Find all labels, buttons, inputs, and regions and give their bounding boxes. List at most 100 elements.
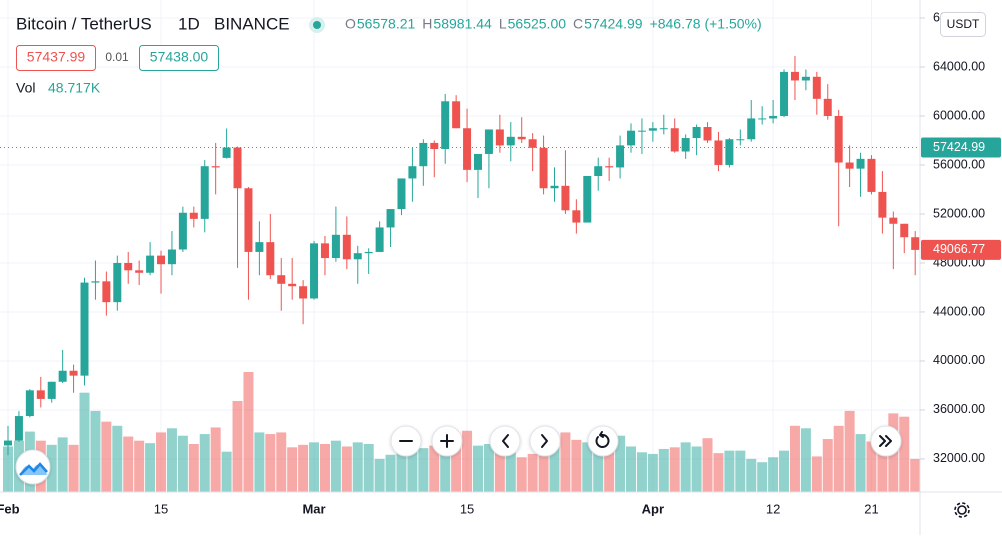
candle-body [911, 237, 920, 250]
volume-bar [177, 435, 188, 492]
candle-body [430, 142, 439, 150]
volume-bar [429, 445, 440, 492]
candle-body [889, 217, 898, 224]
volume-bar [483, 444, 494, 492]
reset-button[interactable] [587, 425, 619, 457]
settings-icon[interactable] [954, 502, 970, 518]
y-tick-label: 44000.00 [933, 304, 985, 318]
currency-badge[interactable] [940, 12, 986, 37]
volume-bar [713, 453, 724, 492]
volume-bar [560, 432, 571, 492]
volume-bar [516, 457, 527, 492]
volume-bar [123, 436, 134, 492]
sell-price[interactable]: 57437.99 [27, 49, 86, 65]
volume-bar [866, 441, 877, 492]
volume-bar [647, 453, 658, 492]
candle-body [342, 234, 351, 260]
candle-body [102, 281, 111, 303]
volume-bar [877, 445, 888, 492]
volume-bar [472, 445, 483, 492]
volume-bar [407, 448, 418, 492]
volume-bar [46, 444, 57, 492]
volume-bar [221, 451, 232, 492]
sell-box[interactable] [16, 45, 96, 71]
candle-body [331, 234, 340, 259]
chart-controls [15, 425, 970, 518]
buy-box[interactable] [139, 45, 219, 71]
ohlc-value: 56525.00 [508, 16, 567, 32]
ohlc-key: L [499, 16, 507, 32]
symbol: Bitcoin / TetherUS [16, 14, 152, 33]
candle-body [452, 101, 461, 129]
volume-bar [899, 416, 910, 492]
candle-body [550, 185, 559, 189]
volume-bar [3, 446, 13, 492]
scroll-left-button[interactable] [489, 425, 521, 457]
ohlc-key: C [573, 16, 583, 32]
right-icon [541, 434, 548, 448]
volume-bar [79, 392, 90, 492]
volume-bar [494, 440, 505, 492]
volume-bar [746, 458, 757, 492]
candle-body [69, 370, 78, 376]
candle-body [627, 130, 636, 146]
volume-bar [145, 443, 156, 492]
candle-body [299, 286, 308, 299]
volume-bar [243, 372, 254, 492]
volume-bar [789, 425, 800, 492]
volume-bar [833, 425, 844, 492]
volume-layer [3, 372, 920, 492]
candle-body [375, 227, 384, 252]
candle-body [823, 98, 832, 116]
candle-body [517, 136, 526, 140]
volume-label: Vol [16, 80, 35, 96]
volume-bar [68, 444, 79, 492]
volume-bar [418, 448, 429, 492]
volume-bar [188, 444, 199, 492]
price-label-box [921, 239, 1001, 260]
ohlc-value: 58981.44 [433, 16, 492, 32]
volume-bar [615, 435, 626, 492]
volume-bar [112, 425, 123, 492]
candle-body [222, 147, 231, 158]
volume-bar [451, 438, 462, 492]
candle-body [659, 128, 668, 130]
candle-body [277, 275, 286, 284]
candle-body [310, 243, 319, 299]
ohlc-key: O [345, 16, 356, 32]
candle-body [473, 153, 482, 170]
volume-bar [844, 410, 855, 492]
candle-body [4, 440, 12, 446]
scroll-right-button[interactable] [529, 425, 561, 457]
plus-icon [440, 434, 454, 448]
logo-button[interactable] [15, 449, 51, 485]
volume-bar [101, 421, 112, 492]
candle-body [484, 129, 493, 154]
y-tick-label: 40000.00 [933, 353, 985, 367]
price-label: 49066.77 [933, 242, 985, 256]
candle-body [14, 416, 23, 441]
candle-body [506, 136, 515, 146]
candle-body [463, 128, 472, 170]
candle-body [801, 76, 810, 81]
volume-bar [166, 428, 177, 492]
currency[interactable]: USDT [947, 17, 980, 31]
volume-bar [341, 446, 352, 492]
y-tick-label: 64000.00 [933, 59, 985, 73]
legend: Bitcoin / TetherUS 1D BINANCE O 56578.21 H… [16, 14, 762, 96]
status-dot [313, 21, 321, 29]
candle-body [146, 255, 155, 273]
volume-bar [538, 438, 549, 492]
candle-body [583, 176, 592, 223]
volume-bar [210, 427, 221, 492]
buy-price[interactable]: 57438.00 [150, 49, 209, 65]
volume-bar [811, 456, 822, 492]
volume-bar [309, 442, 320, 492]
ohlc-key: H [422, 16, 432, 32]
volume-bar [330, 440, 341, 492]
candle-body [113, 262, 122, 303]
candle-body [572, 210, 581, 223]
candle-body [616, 145, 625, 168]
double-right-icon [879, 435, 892, 447]
